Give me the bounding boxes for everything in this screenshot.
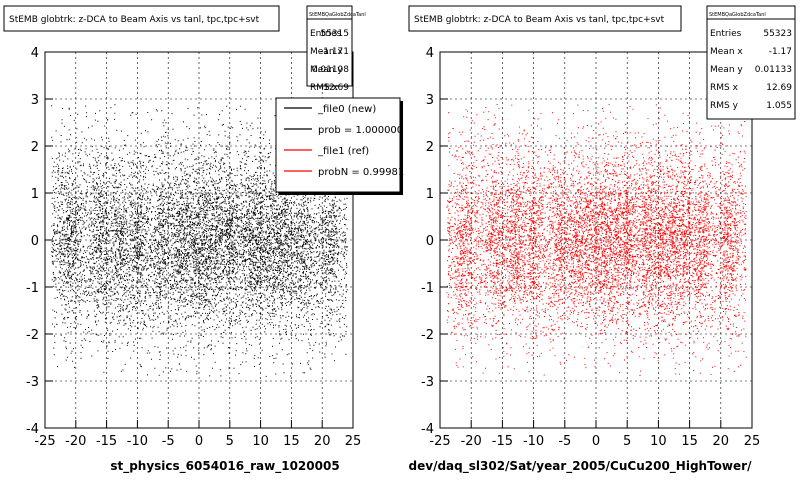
legend-box [275,97,401,193]
stats-box [706,5,796,120]
stats-header: StEMBQaGlobZdcaTanl [709,12,766,18]
legend: _file0 (new) prob = 1.000000 _file1 (ref) p… [275,97,404,195]
y-tick-label: 1 [426,187,434,202]
x-tick-label: 0 [592,434,600,449]
y-tick-label: -3 [26,375,39,390]
y-tick-label: 3 [426,93,434,108]
legend-label: prob = 1.000000 [318,125,403,136]
x-tick-label: 25 [345,434,362,449]
panel-caption: dev/daq_sl302/Sat/year_2005/CuCu200_High… [409,459,753,474]
panel-caption: st_physics_6054016_raw_1020005 [110,459,339,474]
y-tick-label: -3 [421,375,434,390]
y-tick-label: 0 [31,234,39,249]
stats-label: Mean x [710,47,743,57]
y-tick-label: 2 [31,140,39,155]
x-tick-label: 15 [681,434,698,449]
x-tick-label: -20 [461,434,482,449]
x-tick-label: 0 [195,434,203,449]
x-tick-label: 20 [314,434,331,449]
stats-value: 12.69 [323,83,349,93]
stats-label: Entries [710,29,742,39]
stats-label: Mean x [310,47,343,57]
legend-label: _file0 (new) [317,104,376,115]
title-box [408,5,682,32]
stats-value: 0.01133 [755,65,792,75]
x-tick-label: 25 [744,434,761,449]
x-tick-label: -25 [429,434,450,449]
y-tick-label: 4 [426,46,434,61]
stats-value: 0.01108 [312,65,349,75]
stats-value: 12.69 [766,83,792,93]
y-tick-label: 3 [31,93,39,108]
title-box [3,5,280,32]
stats-value: -1.17 [769,47,792,57]
x-tick-label: 20 [713,434,730,449]
legend-label: _file1 (ref) [317,146,369,157]
stats-label: RMS y [710,101,739,111]
x-tick-label: -10 [523,434,544,449]
chart-panel-2: -25 -20 -15 -10 -5 0 5 10 15 20 25-4-3-2-101234StE… [408,5,796,474]
stats-label: Mean y [310,65,343,75]
y-tick-label: 2 [426,140,434,155]
stats-label: Mean y [710,65,743,75]
chart-title: StEMB globtrk: z-DCA to Beam Axis vs tan… [9,15,260,25]
scatter-points-series [446,104,747,376]
y-tick-label: -2 [421,328,434,343]
scatter-points-series [51,104,348,377]
x-tick-label: 15 [283,434,300,449]
y-tick-label: 4 [31,46,39,61]
y-tick-label: 1 [31,187,39,202]
x-tick-label: 5 [226,434,234,449]
stats-value: 55315 [320,29,349,39]
y-tick-label: -1 [421,281,434,296]
chart-panel-1: -25 -20 -15 -10 -5 0 5 10 15 20 25-4-3-2-101234StE… [3,5,404,474]
x-tick-label: -25 [34,434,55,449]
stats-value: 55323 [763,29,792,39]
x-tick-label: 10 [252,434,269,449]
x-tick-label: -10 [127,434,148,449]
x-tick-label: -15 [96,434,117,449]
y-tick-label: -4 [26,422,39,437]
y-tick-label: 0 [426,234,434,249]
chart-title: StEMB globtrk: z-DCA to Beam Axis vs tan… [414,15,665,25]
stats-value: -1.171 [320,47,349,57]
stats-label: RMS x [710,83,739,93]
x-tick-label: -5 [558,434,571,449]
x-tick-label: 5 [623,434,631,449]
stats-label: Entries [310,29,342,39]
x-tick-label: -20 [65,434,86,449]
y-tick-label: -1 [26,281,39,296]
x-tick-label: -15 [492,434,513,449]
x-tick-label: 10 [650,434,667,449]
y-tick-label: -4 [421,422,434,437]
stats-value: 1.055 [766,101,792,111]
stats-header: StEMBQaGlobZdcaTanl [309,12,366,18]
stats-label: RMS x [310,83,339,93]
x-tick-label: -5 [162,434,175,449]
legend-label: probN = 0.99981 [318,167,404,178]
y-tick-label: -2 [26,328,39,343]
